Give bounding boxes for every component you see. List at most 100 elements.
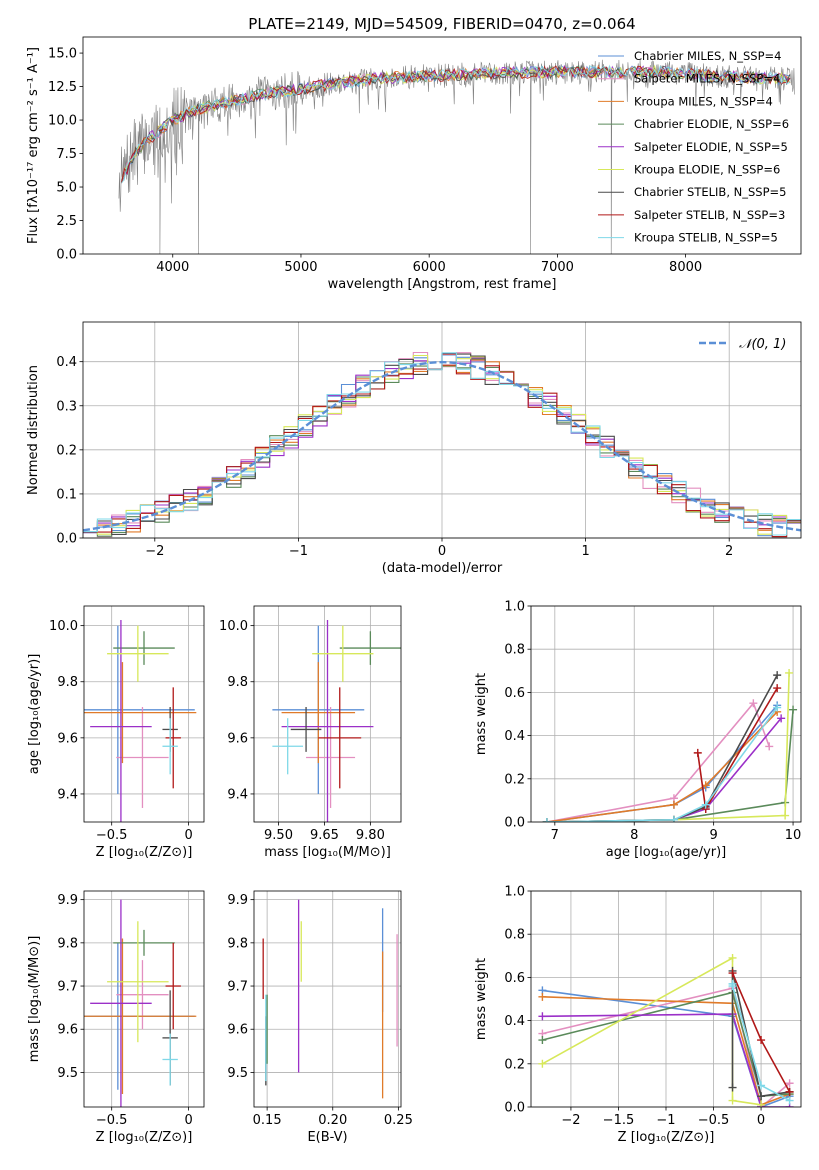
- legend-entry-label: Kroupa STELIB, N_SSP=5: [634, 231, 778, 245]
- x-axis-label: E(B-V): [307, 1130, 347, 1145]
- y-tick-label: 0.0: [504, 816, 525, 831]
- x-tick-label: 8000: [669, 260, 702, 275]
- series-marker: [785, 1079, 794, 1088]
- series-chabrier-stelib: [542, 671, 782, 822]
- plot-area: [84, 899, 197, 1107]
- x-tick-label: −1.5: [603, 1113, 635, 1128]
- residuals-panel: −2 −1 0 1 2 0.0 0.1 0.2 0.3 0.4 (data-model)/error…: [26, 321, 802, 576]
- data-point-kroupa-elodie: [312, 625, 374, 682]
- series-line: [542, 996, 790, 1106]
- series-marker: [749, 699, 758, 708]
- weight-vs-age-panel: 7 8 9 10 0.0 0.2 0.4 0.6 0.8 1.0 age [log₁₀(age/yr…: [474, 600, 802, 860]
- y-tick-label: 9.6: [57, 731, 78, 746]
- x-tick-label: 4000: [156, 260, 189, 275]
- grid-lines: [254, 891, 401, 1107]
- legend-entry-label: Salpeter STELIB, N_SSP=3: [634, 208, 785, 222]
- x-tick-label: 10: [785, 828, 802, 843]
- y-tick-label: 9.9: [227, 893, 248, 908]
- axes: 0.15 0.20 0.25 9.5 9.6 9.7 9.8 9.9 E(B-V): [227, 890, 413, 1145]
- legend-entry-label: Kroupa ELODIE, N_SSP=6: [634, 163, 780, 177]
- x-tick-label: 9.80: [356, 828, 385, 843]
- x-tick-label: −1: [656, 1113, 675, 1128]
- y-tick-label: 9.6: [57, 1023, 78, 1038]
- legend-entry-label: Chabrier STELIB, N_SSP=5: [634, 185, 786, 199]
- series-marker: [773, 671, 782, 680]
- y-tick-label: 0.2: [504, 1057, 525, 1072]
- series-marker: [538, 1036, 547, 1045]
- series-line: [546, 711, 778, 822]
- series-marker: [669, 815, 678, 822]
- data-point-kroupa-elodie: [107, 921, 169, 1043]
- y-tick-label: 9.7: [57, 980, 78, 995]
- x-tick-label: −2: [561, 1113, 580, 1128]
- series-marker: [785, 668, 794, 677]
- axes-frame: [253, 890, 402, 1108]
- y-tick-label: 0.6: [504, 686, 525, 701]
- series-marker: [765, 742, 774, 751]
- grid-lines: [254, 606, 401, 822]
- y-tick-label: 5.0: [56, 181, 77, 196]
- x-axis-label: wavelength [Angstrom, rest frame]: [328, 277, 557, 292]
- series-marker: [728, 982, 737, 991]
- y-tick-label: 9.8: [57, 936, 78, 951]
- y-tick-label: 0.8: [504, 928, 525, 943]
- series-marker: [538, 1059, 547, 1068]
- series-salpeter-miles: [542, 699, 774, 822]
- y-tick-label: 0.4: [56, 355, 77, 370]
- y-tick-label: 9.7: [227, 980, 248, 995]
- y-tick-label: 9.5: [57, 1066, 78, 1081]
- series-line: [542, 1013, 790, 1107]
- series-marker: [785, 1096, 794, 1105]
- x-tick-label: 7000: [541, 260, 574, 275]
- legend-entry-label: 𝒩(0, 1): [739, 337, 786, 352]
- series-marker: [773, 703, 782, 712]
- y-tick-label: 10.0: [48, 114, 77, 129]
- model-spectrum-kroupa-stelib: [121, 64, 791, 184]
- series-marker: [669, 800, 678, 809]
- series-line: [542, 991, 790, 1098]
- data-point-salpeter-stelib: [318, 687, 362, 789]
- data-point-chabrier-stelib: [290, 706, 322, 752]
- y-axis-label: Normed distribution: [26, 365, 41, 495]
- data-point-chabrier-elodie: [113, 631, 175, 665]
- series-salpeter-stelib: [728, 969, 794, 1096]
- x-tick-label: −1: [289, 544, 308, 559]
- x-axis-label: Z [log₁₀(Z/Z⊙)]: [618, 1130, 715, 1145]
- y-tick-label: 10.0: [219, 619, 248, 634]
- plot-area: [83, 351, 801, 538]
- series-marker: [728, 969, 737, 978]
- grid-lines: [84, 606, 204, 822]
- series-line: [546, 707, 778, 822]
- data-point-salpeter-elodie: [90, 899, 152, 1107]
- axes-frame: [253, 605, 402, 823]
- series-marker: [781, 811, 790, 820]
- series-salpeter-stelib: [693, 684, 782, 814]
- y-tick-label: 9.6: [227, 731, 248, 746]
- y-axis-label: age [log₁₀(age/yr)]: [27, 654, 42, 775]
- y-axis-label: Flux [fλ10⁻¹⁷ erg cm⁻² s⁻¹ A⁻¹]: [26, 47, 41, 244]
- y-tick-label: 1.0: [504, 600, 525, 615]
- mass-vs-ebv-panel: 0.15 0.20 0.25 9.5 9.6 9.7 9.8 9.9 E(B-V): [227, 890, 413, 1145]
- data-point-chabrier-miles: [84, 625, 195, 794]
- plot-area: [84, 620, 197, 822]
- axes: −2 −1 0 1 2 0.0 0.1 0.2 0.3 0.4 (data-model)/error…: [26, 321, 802, 576]
- x-tick-label: 5000: [284, 260, 317, 275]
- data-point-chabrier-elodie: [339, 631, 401, 665]
- y-tick-label: 0.4: [504, 729, 525, 744]
- series-marker: [701, 800, 710, 809]
- series-salpeter-elodie: [542, 714, 786, 822]
- series-marker: [757, 1081, 766, 1090]
- plot-area: [542, 668, 798, 822]
- y-tick-label: 0.8: [504, 643, 525, 658]
- series-marker: [757, 1100, 766, 1107]
- data-point-salpeter-stelib: [165, 942, 181, 1030]
- axes-frame: [83, 605, 205, 823]
- axes: 9.50 9.65 9.80 9.4 9.6 9.8 10.0 mass [log₁₀(M/M…: [219, 605, 402, 860]
- x-tick-label: 9.65: [310, 828, 339, 843]
- series-line: [546, 701, 770, 822]
- y-tick-label: 0.2: [504, 772, 525, 787]
- legend-entry-label: Salpeter MILES, N_SSP=4: [634, 72, 780, 86]
- grid-lines: [531, 890, 801, 1108]
- data-point-salpeter-miles: [116, 960, 169, 1030]
